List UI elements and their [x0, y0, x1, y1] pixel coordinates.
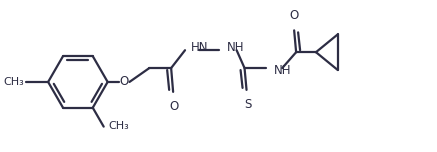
Text: S: S	[244, 98, 251, 111]
Text: HN: HN	[191, 41, 208, 54]
Text: NH: NH	[227, 41, 244, 54]
Text: O: O	[290, 9, 299, 22]
Text: CH₃: CH₃	[3, 77, 24, 87]
Text: O: O	[119, 75, 128, 88]
Text: NH: NH	[274, 64, 292, 77]
Text: O: O	[170, 100, 179, 113]
Text: CH₃: CH₃	[109, 121, 129, 131]
